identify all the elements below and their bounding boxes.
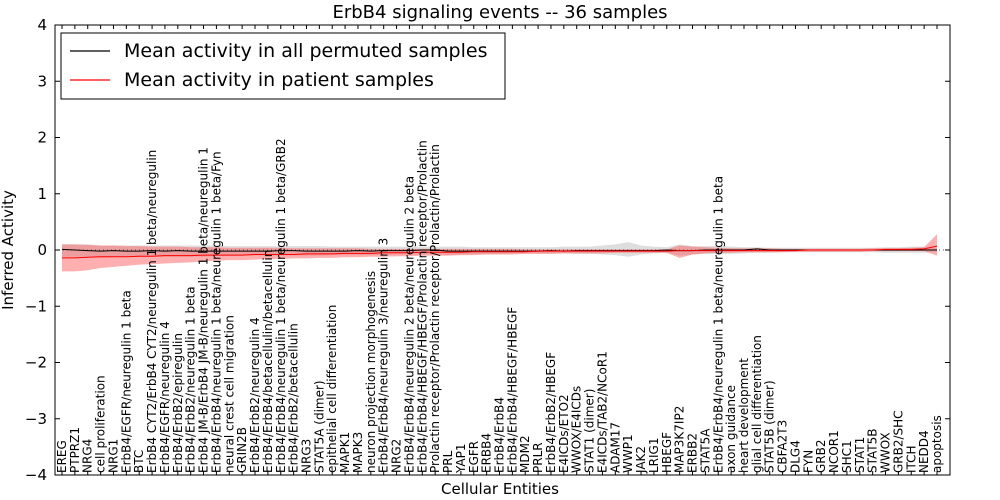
x-tick-label: DLG4	[789, 440, 803, 473]
x-tick-label: ErbB4/ErbB4/neuregulin 2 beta/neuregulin…	[402, 176, 416, 473]
x-tick-label: NRG4	[81, 439, 95, 473]
x-tick-label: BTC	[132, 450, 146, 473]
x-tick-label: neuron projection morphogenesis	[364, 271, 378, 473]
x-tick-label: GRB2	[814, 439, 828, 473]
x-tick-label: EGFR	[467, 441, 481, 473]
y-tick-label: −2	[25, 354, 47, 372]
x-tick-label: ErbB4/ErbB2/HBEGF	[544, 352, 558, 473]
x-tick-label: YAP1	[454, 444, 468, 474]
x-tick-label: ErbB4/ErbB2/betacellulin	[287, 323, 301, 473]
x-tick-label: apoptosis	[930, 415, 944, 473]
x-tick-label: ERBB4	[480, 433, 494, 473]
x-tick-label: Prolactin receptor/Prolactin receptor/Pr…	[428, 144, 442, 473]
x-tick-label: GRIN2B	[235, 427, 249, 473]
x-tick-label: ErbB4/EGFR/neuregulin 4	[158, 321, 172, 473]
y-tick-label: 2	[37, 129, 47, 147]
x-tick-label: MAPK1	[338, 432, 352, 473]
x-tick-label: E4ICDs/TAB2/NCoR1	[595, 351, 609, 473]
legend: Mean activity in all permuted samples Me…	[60, 32, 506, 100]
x-tick-label: ErbB4/ErbB2/neuregulin 1 beta	[184, 286, 198, 473]
x-tick-label: ErbB4 CYT2/ErbB4 CYT2/neuregulin 1 beta/…	[145, 150, 159, 473]
x-tick-label: PRLR	[531, 442, 545, 473]
x-tick-label: axon guidance	[724, 385, 738, 473]
series-line-mean-activity-in-patient-samples	[62, 245, 938, 259]
y-tick-label: 1	[37, 185, 47, 203]
y-axis-label: Inferred Activity	[0, 190, 17, 310]
x-tick-label: WWOX/E4ICDs	[570, 386, 584, 473]
x-tick-label: ErbB4/ErbB4	[493, 397, 507, 473]
x-tick-label: ErbB4/ErbB4/betacellulin/betacellulin	[261, 250, 275, 473]
plot-area	[55, 234, 950, 272]
x-tick-label: ITCH	[904, 445, 918, 473]
x-tick-label: EREG	[55, 440, 69, 473]
y-tick-label: −4	[25, 466, 47, 484]
y-tick-label: 4	[37, 16, 47, 34]
x-tick-label: ErbB4/ErbB4/neuregulin 1 beta/neuregulin…	[209, 151, 223, 473]
x-tick-label: NRG2	[390, 439, 404, 473]
y-tick-label: 3	[37, 72, 47, 90]
series-line-mean-activity-in-all-permuted-samples	[61, 248, 937, 252]
x-tick-label: MAPK3	[351, 432, 365, 473]
x-tick-label: cell proliferation	[94, 375, 108, 473]
x-tick-label: ErbB4/ErbB4/neuregulin 1 beta/neuregulin…	[274, 138, 288, 473]
x-tick-label: ERBB2	[686, 433, 700, 473]
x-tick-label: LRIG1	[647, 438, 661, 474]
x-tick-label: ErbB4/ErbB2/epiregulin	[171, 333, 185, 473]
legend-label-permuted: Mean activity in all permuted samples	[124, 40, 487, 62]
x-tick-label: glial cell differentiation	[750, 335, 764, 473]
x-tick-label: neural crest cell migration	[222, 315, 236, 473]
x-tick-label: ErbB4/ErbB4/neuregulin 3/neuregulin 3	[377, 238, 391, 473]
x-tick-label: epithelial cell differentiation	[325, 305, 339, 473]
x-tick-label: JAK2	[634, 446, 648, 474]
x-tick-label: MAP3K7IP2	[673, 406, 687, 473]
x-tick-label: STAT5B (dimer)	[763, 380, 777, 473]
x-tick-label: MDM2	[518, 435, 532, 473]
x-tick-label: PRL	[441, 450, 455, 473]
x-tick-label: CBFA2T3	[776, 420, 790, 473]
x-tick-label: GRB2/SHC	[891, 410, 905, 473]
band-mean-activity-in-patient-samples	[62, 234, 937, 272]
x-tick-label: WWP1	[621, 434, 635, 473]
legend-box	[60, 32, 506, 100]
x-tick-label: PTPRZ1	[68, 427, 82, 473]
x-tick-label: STAT5A (dimer)	[312, 380, 326, 473]
x-tick-label: ErbB4/ErbB4/neuregulin 1 beta/neuregulin…	[711, 176, 725, 473]
x-tick-label: E4ICDs/ETO2	[557, 394, 571, 473]
x-tick-label: WWOX	[879, 432, 893, 473]
x-tick-label: STAT1 (dimer)	[583, 389, 597, 473]
x-axis-label: Cellular Entities	[441, 480, 559, 498]
y-tick-label: 0	[37, 241, 47, 259]
x-tick-label: FYN	[801, 450, 815, 473]
y-axis: −4 −3 −2 −1 0 1 2 3 4	[25, 16, 950, 484]
x-tick-label: SHC1	[840, 440, 854, 473]
chart-title: ErbB4 signaling events -- 36 samples	[332, 2, 667, 23]
x-tick-label: heart development	[737, 358, 751, 473]
x-tick-label: ErbB4/ErbB2/neuregulin 4	[248, 317, 262, 473]
legend-label-patient: Mean activity in patient samples	[124, 69, 434, 91]
y-tick-label: −1	[25, 297, 47, 315]
x-tick-label: ErbB4/EGFR/neuregulin 1 beta	[119, 290, 133, 473]
x-tick-label: NRG1	[107, 439, 121, 473]
x-tick-label: ErbB4/ErbB4/HBEGF/HBEGF	[505, 307, 519, 473]
x-tick-label: NCOR1	[827, 430, 841, 473]
x-tick-label: ErbB4 JM-B/ErbB4 JM-B/neuregulin 1 beta/…	[197, 147, 211, 473]
x-tick-label: ADAM17	[608, 422, 622, 473]
x-tick-label: ErbB4/ErbB4/HBEGF/HBEGF/Prolactin recept…	[415, 140, 429, 473]
x-tick-label: STAT5A	[698, 428, 712, 473]
x-tick-label: NRG3	[300, 439, 314, 473]
x-tick-label: NEDD4	[917, 430, 931, 473]
x-tick-label: STAT1	[853, 437, 867, 473]
y-tick-label: −3	[25, 410, 47, 428]
x-tick-label: HBEGF	[660, 432, 674, 473]
x-tick-label: STAT5B	[866, 429, 880, 474]
